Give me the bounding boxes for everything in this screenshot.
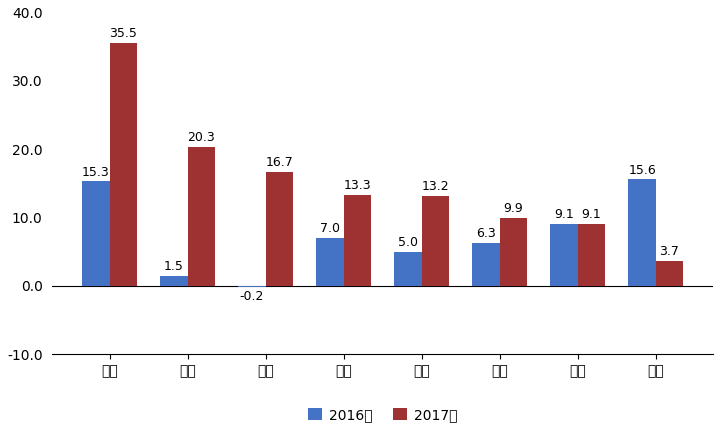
Legend: 2016年, 2017年: 2016年, 2017年 (302, 402, 463, 427)
Text: 16.7: 16.7 (266, 156, 293, 169)
Bar (188, 147, 215, 286)
Bar (550, 224, 577, 286)
Text: 6.3: 6.3 (476, 227, 496, 240)
Text: 5.0: 5.0 (398, 236, 418, 249)
Text: 15.6: 15.6 (628, 163, 656, 177)
Bar (109, 43, 137, 286)
Text: 1.5: 1.5 (164, 260, 184, 273)
Text: 20.3: 20.3 (187, 131, 215, 144)
Bar (500, 218, 527, 286)
Text: 3.7: 3.7 (660, 245, 679, 258)
Text: 9.9: 9.9 (503, 203, 523, 216)
Text: 9.1: 9.1 (554, 208, 574, 221)
Bar (238, 286, 266, 287)
Bar (82, 181, 109, 286)
Bar (266, 172, 293, 286)
Bar (316, 238, 343, 286)
Bar (656, 260, 683, 286)
Bar (343, 195, 371, 286)
Text: 13.2: 13.2 (421, 180, 449, 193)
Text: 7.0: 7.0 (320, 222, 340, 235)
Bar (395, 252, 422, 286)
Text: 9.1: 9.1 (582, 208, 601, 221)
Text: -0.2: -0.2 (240, 290, 264, 303)
Bar (629, 179, 656, 286)
Text: 13.3: 13.3 (343, 179, 371, 192)
Bar (472, 243, 500, 286)
Bar (577, 224, 605, 286)
Text: 35.5: 35.5 (109, 28, 138, 41)
Bar (161, 276, 188, 286)
Text: 15.3: 15.3 (82, 165, 110, 178)
Bar (422, 196, 449, 286)
